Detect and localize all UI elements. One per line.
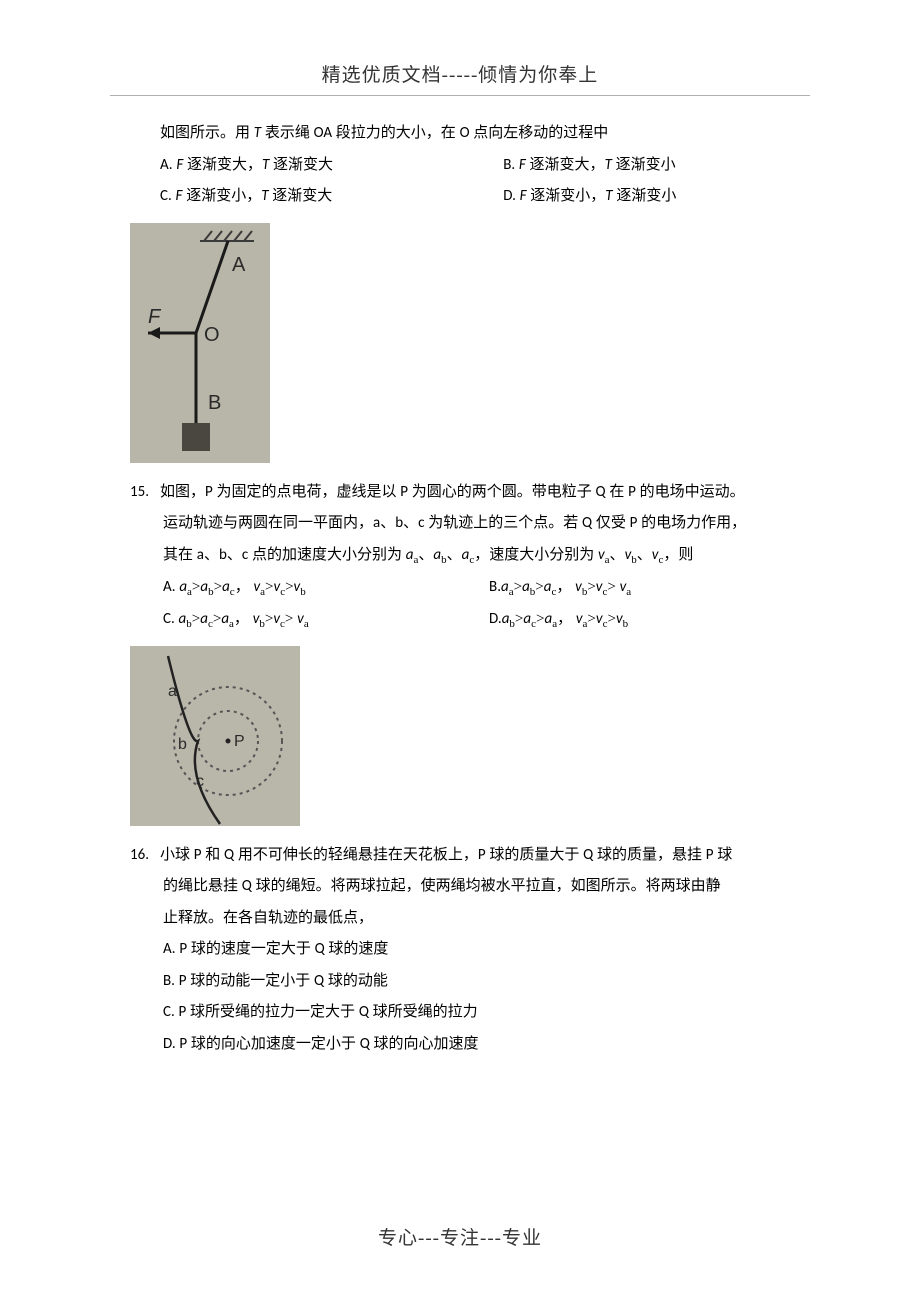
figure-label-a: a xyxy=(168,683,177,700)
q15-opts-row1: A. aa>ab>ac， va>vc>vb B.aa>ab>ac， vb>vc>… xyxy=(130,572,790,604)
q15-line2: 运动轨迹与两圆在同一平面内，a、b、c 为轨迹上的三个点。若 Q 仅受 P 的电… xyxy=(130,508,790,540)
q15-line1: 15.如图，P 为固定的点电荷，虚线是以 P 为圆心的两个圆。带电粒子 Q 在 … xyxy=(130,477,790,509)
q15: 15.如图，P 为固定的点电荷，虚线是以 P 为圆心的两个圆。带电粒子 Q 在 … xyxy=(0,477,920,636)
figure-label-A: A xyxy=(232,254,246,276)
q14-figure: A O B F xyxy=(130,223,270,463)
q15-figure: a b c P xyxy=(130,646,300,826)
q16-optB: B. P 球的动能一定小于 Q 球的动能 xyxy=(130,966,790,998)
q16-line1: 16.小球 P 和 Q 用不可伸长的轻绳悬挂在天花板上，P 球的质量大于 Q 球… xyxy=(130,840,790,872)
page-header: 精选优质文档-----倾情为你奉上 xyxy=(0,0,920,95)
q16-line2: 的绳比悬挂 Q 球的绳短。将两球拉起，使两绳均被水平拉直，如图所示。将两球由静 xyxy=(130,871,790,903)
q14-opts-row2: C. F 逐渐变小，T 逐渐变大 D. F 逐渐变小，T 逐渐变小 xyxy=(130,181,790,213)
q16-optC: C. P 球所受绳的拉力一定大于 Q 球所受绳的拉力 xyxy=(130,997,790,1029)
figure-label-c: c xyxy=(196,773,204,790)
q16-line3: 止释放。在各自轨迹的最低点， xyxy=(130,903,790,935)
q14-optD: D. F 逐渐变小，T 逐渐变小 xyxy=(473,181,790,213)
q14-intro: 如图所示。用 T 表示绳 OA 段拉力的大小，在 O 点向左移动的过程中 xyxy=(130,118,790,150)
q14-optB: B. F 逐渐变大，T 逐渐变小 xyxy=(473,150,790,182)
q15-line3: 其在 a、b、c 点的加速度大小分别为 aa、ab、ac，速度大小分别为 va、… xyxy=(130,540,790,572)
q16-optA: A. P 球的速度一定大于 Q 球的速度 xyxy=(130,934,790,966)
q14-opts-row1: A. F 逐渐变大，T 逐渐变大 B. F 逐渐变大，T 逐渐变小 xyxy=(130,150,790,182)
q15-optD: D.ab>ac>aa， va>vc>vb xyxy=(489,604,790,636)
q15-optA: A. aa>ab>ac， va>vc>vb xyxy=(163,572,489,604)
figure-label-B: B xyxy=(208,392,221,414)
q16: 16.小球 P 和 Q 用不可伸长的轻绳悬挂在天花板上，P 球的质量大于 Q 球… xyxy=(0,840,920,1061)
q14-optA: A. F 逐渐变大，T 逐渐变大 xyxy=(130,150,473,182)
q15-optC: C. ab>ac>aa， vb>vc> va xyxy=(163,604,489,636)
q15-opts-row2: C. ab>ac>aa， vb>vc> va D.ab>ac>aa， va>vc… xyxy=(130,604,790,636)
q15-optB: B.aa>ab>ac， vb>vc> va xyxy=(489,572,790,604)
figure-label-P: P xyxy=(234,733,245,750)
q14-tail: 如图所示。用 T 表示绳 OA 段拉力的大小，在 O 点向左移动的过程中 A. … xyxy=(0,96,920,213)
figure-label-b: b xyxy=(178,736,187,753)
q14-optC: C. F 逐渐变小，T 逐渐变大 xyxy=(130,181,473,213)
figure-label-O: O xyxy=(204,324,220,346)
figure-label-F: F xyxy=(148,306,162,328)
page-footer: 专心---专注---专业 xyxy=(0,1223,920,1250)
q16-optD: D. P 球的向心加速度一定小于 Q 球的向心加速度 xyxy=(130,1029,790,1061)
